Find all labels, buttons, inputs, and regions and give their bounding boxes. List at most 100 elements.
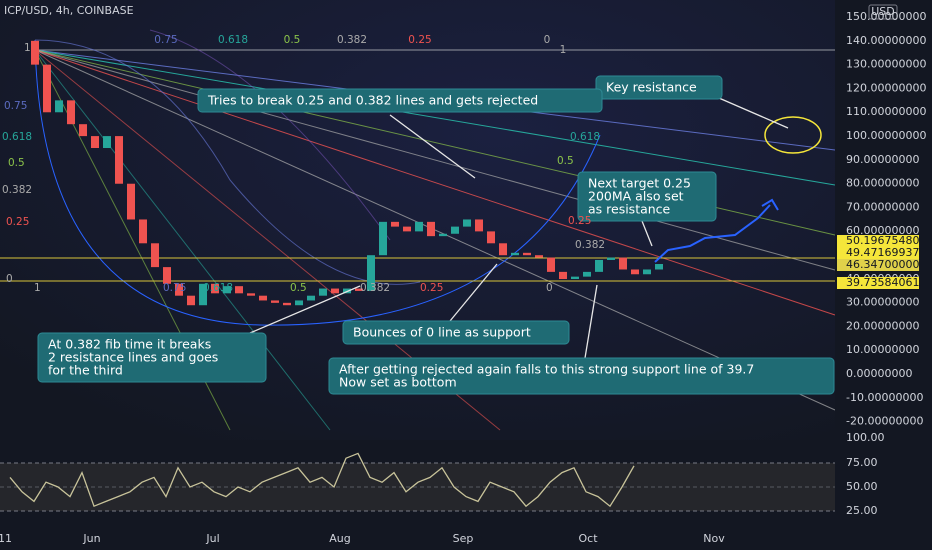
rsi-label: 100.00	[846, 431, 885, 444]
candle	[43, 64, 51, 113]
candle	[187, 295, 195, 306]
fib-label: 1	[24, 42, 31, 54]
price-axis-bg	[835, 0, 932, 550]
time-label: Aug	[329, 532, 350, 545]
callout-lines	[249, 94, 789, 359]
candle	[427, 221, 435, 237]
currency-badge	[868, 4, 898, 20]
price-tag-bg	[837, 259, 919, 271]
candle	[163, 267, 171, 284]
fib-label: 0.5	[557, 155, 574, 167]
price-label: 60.00000000	[846, 224, 919, 237]
annotation-text: 2 resistance lines and goes	[48, 350, 218, 365]
candle	[463, 219, 471, 227]
price-label: 110.00000000	[846, 105, 926, 118]
price-label: 10.00000000	[846, 343, 919, 356]
price-label: 100.00000000	[846, 129, 926, 142]
candle	[271, 300, 279, 303]
candle	[391, 221, 399, 227]
currency: USD	[871, 5, 895, 18]
price-label: 0.00000000	[846, 367, 912, 380]
candle	[643, 269, 651, 275]
candle	[331, 288, 339, 294]
candle	[211, 283, 219, 294]
candle	[511, 252, 519, 256]
candle	[319, 288, 327, 296]
annotation-text: Next target 0.25	[588, 176, 691, 191]
annotation-box	[197, 88, 603, 113]
symbol: ICP/USD, 4h, COINBASE	[4, 4, 134, 17]
fib-label: 0.75	[154, 34, 177, 46]
price-label: -10.00000000	[846, 391, 923, 404]
fib-label: 0.382	[337, 34, 367, 46]
candle	[631, 269, 639, 275]
fib-label: 0.5	[8, 157, 25, 169]
price-label: 150.00000000	[846, 10, 926, 23]
price-tag-bg	[837, 277, 919, 289]
candle	[247, 293, 255, 296]
time-label: 11	[0, 532, 12, 545]
candle	[559, 271, 567, 280]
price-tag: 46.34700000	[846, 258, 919, 271]
candle	[475, 219, 483, 232]
candle	[571, 276, 579, 280]
candle	[655, 264, 663, 270]
annotation-box	[37, 332, 267, 383]
price-label: 90.00000000	[846, 153, 919, 166]
candle	[379, 221, 387, 256]
price-tag: 50.19675480	[846, 234, 919, 247]
candle	[91, 136, 99, 149]
price-label: 130.00000000	[846, 58, 926, 71]
candle	[175, 283, 183, 296]
candle	[547, 257, 555, 272]
fib-label: 0.75	[163, 282, 186, 294]
candle	[67, 100, 75, 125]
candle	[259, 295, 267, 301]
time-label: Jul	[205, 532, 219, 545]
candle	[439, 233, 447, 237]
rsi-label: 50.00	[846, 480, 878, 493]
price-tag-bg	[837, 235, 919, 247]
candle	[583, 271, 591, 277]
candle	[451, 226, 459, 234]
candle	[103, 136, 111, 149]
candle	[115, 136, 123, 184]
candle	[139, 219, 147, 244]
fib-label: 0.618	[2, 131, 32, 143]
annotation-text: as resistance	[588, 202, 671, 217]
price-label: -20.00000000	[846, 415, 923, 428]
fib-label: 0.25	[408, 34, 431, 46]
annotation-box	[595, 75, 723, 100]
candle	[499, 243, 507, 256]
fib-label: 0.5	[290, 282, 307, 294]
price-label: 70.00000000	[846, 200, 919, 213]
candle	[595, 259, 603, 272]
annotation-box	[342, 320, 570, 345]
fib-label: 0	[544, 34, 551, 46]
annotation-text: After getting rejected again falls to th…	[339, 362, 754, 377]
candle	[487, 231, 495, 244]
fib-label: 0.25	[420, 282, 443, 294]
price-tag: 39.73584061	[846, 276, 919, 289]
fib-label: 0.618	[570, 131, 600, 143]
rsi-label: 25.00	[846, 504, 878, 517]
fib-label: 0	[6, 273, 13, 285]
price-label: 120.00000000	[846, 81, 926, 94]
fib-label: 0.25	[6, 216, 29, 228]
rsi-label: 75.00	[846, 456, 878, 469]
candle	[295, 300, 303, 306]
annotations: Key resistance Tries to break 0.25 and 0.…	[37, 75, 835, 395]
candles	[31, 40, 663, 306]
annotation-box	[577, 171, 717, 222]
candle	[535, 255, 543, 258]
time-label: Oct	[578, 532, 598, 545]
annotation-text: Now set as bottom	[339, 375, 457, 390]
annotation-box	[328, 357, 835, 395]
fib-label: 0.382	[2, 184, 32, 196]
time-label: Nov	[703, 532, 725, 545]
projection	[654, 204, 771, 263]
annotation-text: Key resistance	[606, 80, 697, 95]
highlight-ellipse	[764, 116, 822, 154]
fib-label: 0.382	[360, 282, 390, 294]
